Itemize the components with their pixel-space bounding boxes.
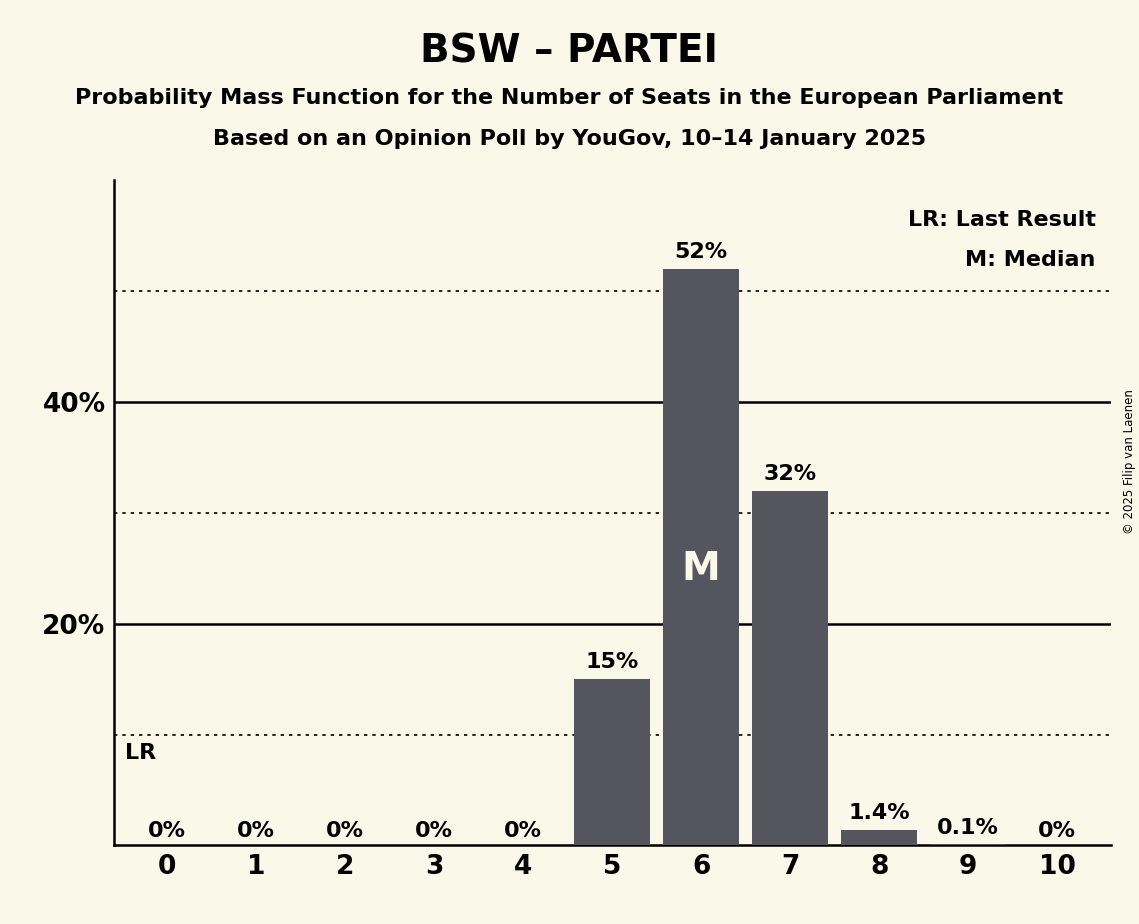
Bar [574, 679, 650, 845]
Text: 0.1%: 0.1% [937, 818, 999, 838]
Text: 1.4%: 1.4% [849, 803, 910, 823]
Text: 32%: 32% [763, 464, 817, 484]
Text: Based on an Opinion Poll by YouGov, 10–14 January 2025: Based on an Opinion Poll by YouGov, 10–1… [213, 129, 926, 150]
Text: LR: LR [124, 744, 156, 763]
Text: 15%: 15% [585, 652, 639, 673]
Text: © 2025 Filip van Laenen: © 2025 Filip van Laenen [1123, 390, 1137, 534]
Text: 0%: 0% [148, 821, 187, 841]
Text: M: Median: M: Median [965, 250, 1096, 270]
Text: Probability Mass Function for the Number of Seats in the European Parliament: Probability Mass Function for the Number… [75, 88, 1064, 108]
Text: 0%: 0% [326, 821, 364, 841]
Text: 0%: 0% [505, 821, 542, 841]
Text: M: M [682, 550, 721, 588]
Bar [753, 491, 828, 845]
Text: BSW – PARTEI: BSW – PARTEI [420, 32, 719, 70]
Text: 0%: 0% [416, 821, 453, 841]
Text: 52%: 52% [674, 242, 728, 262]
Text: 0%: 0% [1038, 821, 1076, 841]
Text: LR: Last Result: LR: Last Result [908, 210, 1096, 230]
Bar [842, 830, 917, 845]
Bar [663, 269, 739, 845]
Text: 0%: 0% [237, 821, 276, 841]
